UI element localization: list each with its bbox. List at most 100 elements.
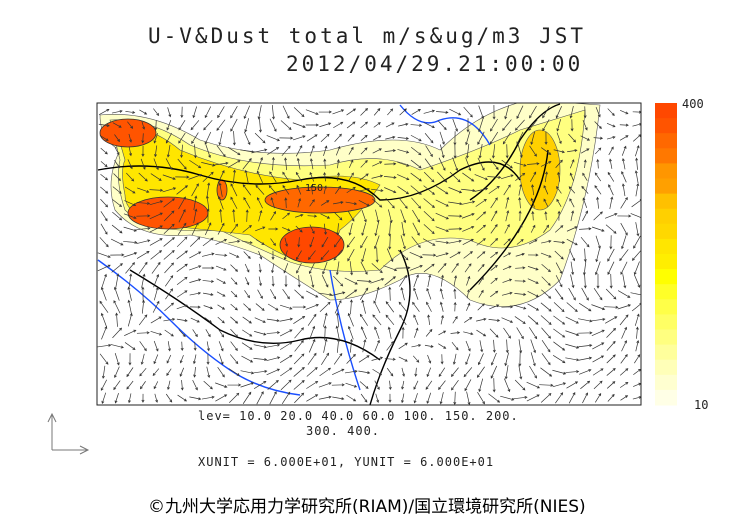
wind-arrow xyxy=(384,187,397,194)
wind-arrow xyxy=(565,330,580,337)
wind-arrow xyxy=(515,252,525,257)
coastlines xyxy=(97,103,561,405)
wind-arrow xyxy=(149,212,163,220)
wind-arrow xyxy=(596,158,600,169)
wind-arrow xyxy=(152,300,160,313)
wind-arrow xyxy=(556,132,562,145)
wind-arrow xyxy=(358,199,370,207)
wind-arrow xyxy=(566,381,579,389)
wind-arrow xyxy=(318,110,332,114)
colorbar-band xyxy=(655,148,677,164)
wind-arrow xyxy=(140,353,145,365)
wind-arrow xyxy=(504,105,510,120)
wind-arrow xyxy=(189,159,202,169)
wind-arrow xyxy=(465,144,470,159)
wind-arrow xyxy=(607,261,615,275)
wind-arrow xyxy=(230,328,239,338)
wind-arrow xyxy=(253,344,267,349)
wind-arrow xyxy=(201,252,215,257)
wind-arrow xyxy=(219,208,223,223)
wind-arrow xyxy=(359,313,368,326)
wind-arrow xyxy=(396,266,411,270)
wind-arrow xyxy=(489,131,499,145)
wind-arrow xyxy=(593,288,603,301)
wind-arrow xyxy=(372,314,382,326)
wind-arrow xyxy=(306,394,319,402)
wind-arrow xyxy=(167,380,171,391)
wind-arrow xyxy=(112,211,123,221)
wind-arrow xyxy=(542,119,550,132)
wind-arrow xyxy=(518,210,522,221)
wind-arrow xyxy=(400,209,407,224)
wind-arrow xyxy=(617,304,632,310)
wind-arrow xyxy=(425,380,433,390)
wind-arrow xyxy=(254,132,266,144)
wind-arrow xyxy=(634,145,640,157)
wind-arrow xyxy=(607,108,615,116)
wind-arrow xyxy=(543,198,549,207)
wind-arrow xyxy=(282,227,291,232)
wind-arrow xyxy=(503,252,512,258)
wind-arrow xyxy=(296,262,302,274)
wind-arrow xyxy=(296,250,302,261)
wind-arrow xyxy=(371,263,383,274)
wind-arrow xyxy=(188,173,203,180)
wind-arrow xyxy=(230,223,239,234)
wind-arrow xyxy=(141,286,145,301)
wind-arrow xyxy=(258,263,262,273)
wind-arrow xyxy=(193,144,197,159)
wind-arrow xyxy=(461,213,475,219)
wind-arrow xyxy=(540,392,552,403)
wind-arrow xyxy=(243,303,252,311)
wind-arrow xyxy=(475,198,487,207)
wind-arrow xyxy=(335,185,342,194)
wind-arrow xyxy=(136,214,151,218)
wind-arrow xyxy=(150,316,162,324)
wind-arrow xyxy=(128,133,133,143)
wind-arrow xyxy=(375,393,380,403)
wind-arrow xyxy=(592,368,604,376)
wind-arrow xyxy=(297,275,301,288)
wind-arrow xyxy=(137,187,150,193)
wind-arrow xyxy=(176,185,188,195)
wind-arrow xyxy=(437,171,448,183)
wind-arrow xyxy=(552,369,567,375)
wind-arrow xyxy=(281,145,291,157)
wind-arrow xyxy=(294,340,304,352)
wind-arrow xyxy=(621,171,627,183)
wind-arrow xyxy=(591,329,605,336)
wind-arrow xyxy=(504,352,509,367)
wind-arrow xyxy=(283,250,288,261)
wind-arrow xyxy=(465,340,471,352)
wind-arrow xyxy=(361,222,367,236)
wind-arrow xyxy=(321,352,330,365)
wind-arrow xyxy=(490,210,498,222)
wind-arrow xyxy=(320,213,331,219)
wind-arrow xyxy=(269,391,277,405)
colorbar-band xyxy=(655,208,677,225)
wind-arrow xyxy=(349,261,354,276)
wind-arrow xyxy=(323,185,327,195)
wind-arrow xyxy=(217,222,225,235)
wind-arrow xyxy=(126,172,135,182)
wind-arrow xyxy=(359,173,369,181)
wind-arrow xyxy=(554,250,564,260)
wind-arrow xyxy=(150,173,162,181)
wind-arrow xyxy=(348,222,353,236)
wind-arrow xyxy=(244,169,249,184)
wind-arrow xyxy=(255,226,266,232)
units-label: XUNIT = 6.000E+01, YUNIT = 6.000E+01 xyxy=(198,455,495,469)
wind-arrow xyxy=(466,118,470,133)
wind-arrow xyxy=(266,331,281,335)
wind-arrow xyxy=(204,106,212,119)
wind-arrow xyxy=(476,317,487,322)
wind-arrow xyxy=(490,251,499,259)
wind-arrow xyxy=(553,240,566,244)
wind-arrow xyxy=(619,381,629,388)
wind-arrow xyxy=(360,393,368,403)
wind-arrow xyxy=(127,312,133,327)
wind-arrow xyxy=(388,380,392,391)
wind-arrow xyxy=(111,224,123,234)
wind-arrow xyxy=(608,146,614,156)
wind-arrow xyxy=(409,252,423,259)
